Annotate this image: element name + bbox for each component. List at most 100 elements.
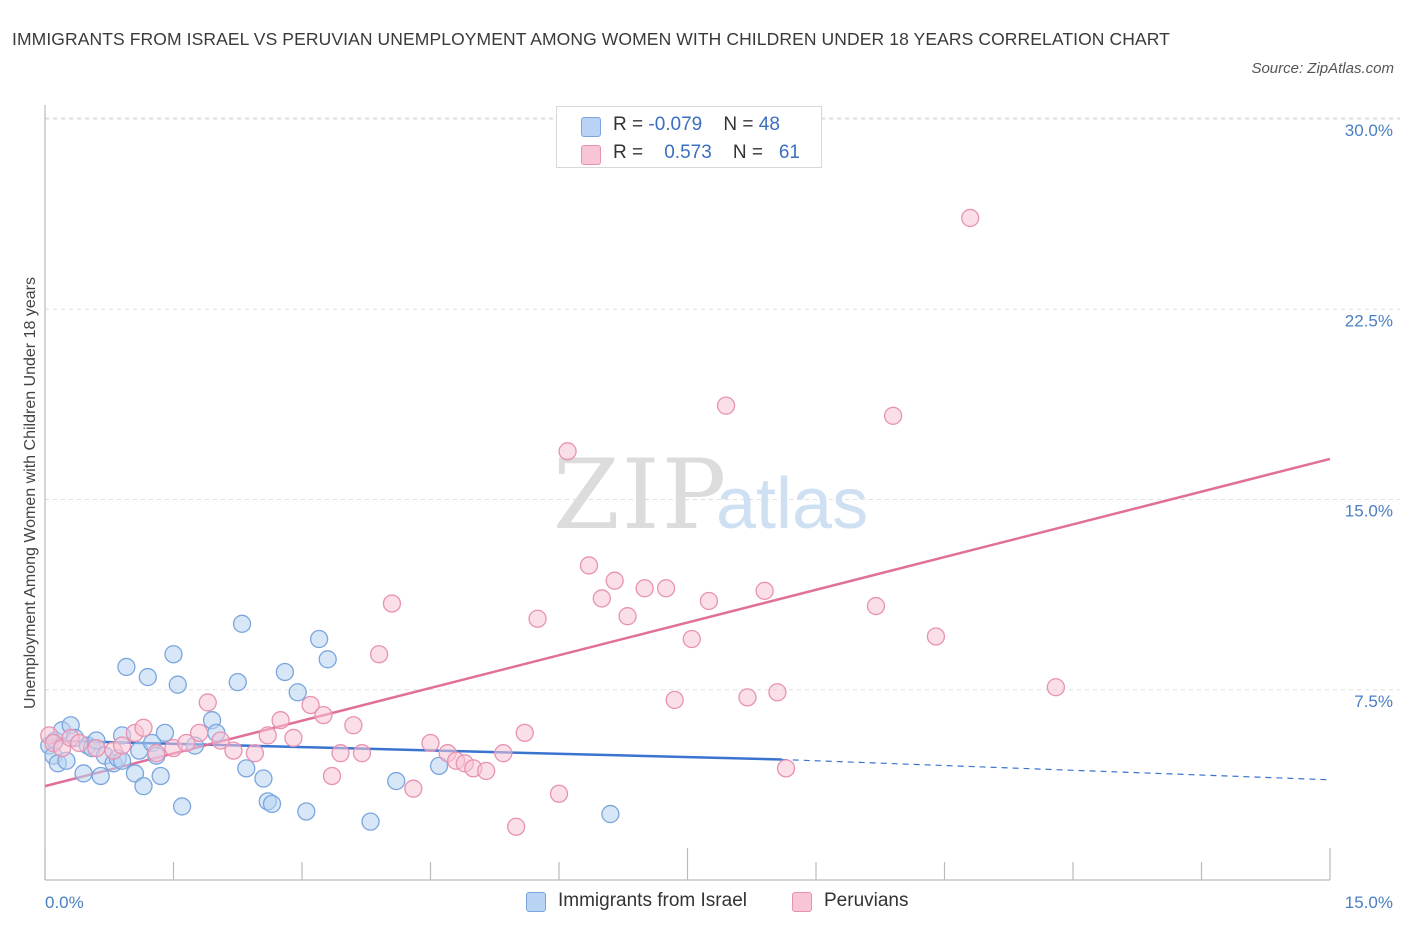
peruvian-point-24 (331, 744, 350, 763)
peruvian-point-51 (716, 396, 736, 415)
peruvian-point-50 (699, 591, 719, 611)
israel-point-32 (309, 629, 329, 649)
peruvian-point-59 (961, 208, 980, 228)
peruvian-point-18 (258, 726, 277, 745)
peruvian-point-58 (926, 627, 946, 646)
peruvian-point-56 (866, 596, 886, 616)
axes (44, 105, 1331, 881)
peruvian-point-41 (558, 442, 577, 461)
peruvian-point-49 (682, 629, 701, 649)
peruvian-point-43 (592, 589, 611, 608)
israel-point-27 (232, 614, 252, 633)
y-tick-label-3: 30.0% (1345, 121, 1393, 140)
peruvian-point-46 (635, 579, 654, 598)
peruvian-point-53 (755, 581, 774, 600)
peruvian-point-38 (515, 723, 534, 743)
israel-point-21 (151, 766, 170, 786)
r-label: R = (613, 142, 649, 163)
peruvian-point-52 (738, 688, 757, 707)
israel-point-44 (228, 672, 247, 692)
peruvian-point-55 (776, 759, 796, 778)
peruvian-point-37 (507, 817, 526, 836)
peruvian-point-42 (579, 556, 599, 575)
y-tick-labels: 7.5% 15.0% 22.5% 30.0% (1345, 121, 1393, 711)
peruvian-point-45 (618, 607, 637, 626)
israel-swatch (581, 117, 601, 137)
peruvian-point-10 (147, 744, 166, 763)
peruvian-swatch (581, 145, 601, 165)
peruvian-point-54 (768, 683, 787, 702)
peruvian-point-19 (271, 711, 290, 730)
peruvian-point-30 (421, 733, 440, 753)
peruvian-point-28 (382, 594, 402, 613)
peruvian-point-23 (322, 766, 342, 786)
israel-point-19 (138, 667, 157, 687)
israel-point-31 (288, 683, 307, 702)
israel-point-35 (387, 771, 406, 791)
peruvian-point-36 (494, 744, 513, 763)
peruvian-point-47 (656, 579, 676, 598)
peruvian-point-40 (549, 784, 569, 803)
peruvian-point-22 (314, 705, 333, 725)
peruvian-point-5 (87, 738, 106, 758)
peruvian-point-13 (190, 723, 209, 743)
israel-point-11 (91, 766, 110, 786)
n-value-israel: 48 (758, 114, 780, 135)
series-legend: Immigrants from Israel Peruvians (0, 888, 1406, 918)
israel-point-23 (164, 645, 183, 664)
legend-row-peru-text: R = 0.573 N = 61 (613, 142, 800, 164)
peruvian-point-7 (112, 736, 132, 755)
x-tick-labels: 0.0% 15.0% (45, 893, 1393, 912)
peruvian-trend-line (44, 457, 1331, 788)
peruvian-point-25 (344, 716, 363, 735)
peruvian-point-21 (301, 695, 320, 715)
y-tick-label-1: 15.0% (1345, 502, 1393, 521)
y-tick-label-0: 7.5% (1354, 692, 1393, 711)
legend-row-israel-text: R = -0.079 N = 48 (613, 114, 780, 136)
israel-point-17 (125, 764, 145, 783)
israel-point-34 (361, 812, 380, 831)
israel-point-46 (262, 794, 282, 814)
peruvian-point-29 (404, 779, 423, 798)
israel-point-24 (172, 797, 192, 816)
peruvian-point-4 (70, 733, 89, 753)
peruvian-point-16 (224, 741, 243, 760)
peruvian-point-26 (352, 744, 372, 763)
israel-points (40, 614, 620, 831)
israel-trend-extension (781, 758, 1331, 781)
peruvian-point-44 (605, 571, 624, 590)
n-label: N = (723, 114, 759, 135)
peruvian-point-57 (883, 406, 903, 425)
israel-point-16 (117, 657, 136, 677)
peruvian-swatch (792, 892, 812, 912)
r-label: R = (613, 114, 649, 135)
y-axis-label: Unemployment Among Women with Children U… (22, 277, 39, 709)
watermark-atlas: atlas (716, 464, 868, 544)
peruvian-point-15 (211, 731, 230, 750)
israel-point-45 (254, 769, 273, 788)
x-tick-label-min: 0.0% (45, 893, 84, 912)
n-value-peru: 61 (778, 142, 800, 163)
israel-point-33 (318, 650, 337, 669)
watermark-zip: ZIP (553, 439, 728, 551)
israel-point-28 (237, 759, 256, 778)
israel-point-37 (601, 804, 620, 824)
legend-label-peru: Peruvians (824, 890, 909, 911)
peruvian-point-17 (245, 744, 265, 763)
israel-point-40 (134, 776, 153, 796)
chart-title: IMMIGRANTS FROM ISRAEL VS PERUVIAN UNEMP… (12, 29, 1170, 49)
israel-point-36 (429, 756, 449, 775)
r-value-israel: -0.079 (648, 114, 703, 135)
peruvian-point-12 (177, 733, 196, 753)
peruvian-point-60 (1046, 678, 1066, 697)
peruvian-point-48 (665, 690, 684, 710)
legend-label-israel: Immigrants from Israel (558, 890, 747, 911)
watermark: ZIP atlas (553, 439, 868, 551)
n-label: N = (732, 142, 769, 163)
israel-point-8 (74, 764, 93, 783)
source-label: Source: ZipAtlas.com (1251, 60, 1394, 77)
israel-point-47 (297, 802, 316, 821)
r-value-peru: 0.573 (664, 142, 712, 163)
peruvian-point-14 (198, 693, 217, 712)
